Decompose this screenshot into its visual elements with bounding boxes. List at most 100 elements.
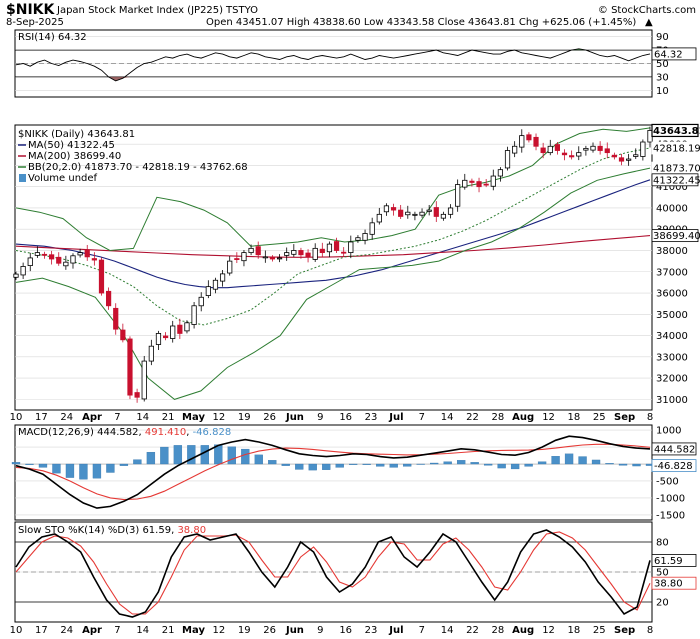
macd-histogram-bar	[106, 463, 115, 473]
x-axis-label: 10	[10, 625, 23, 636]
candle-body	[640, 141, 646, 157]
macd-histogram-bar	[308, 463, 317, 471]
ma50-legend: MA(50) 41322.45	[28, 140, 115, 151]
stochastic-latest-box	[651, 576, 697, 590]
macd-histogram-bar	[524, 463, 533, 467]
macd-signal-line	[15, 443, 651, 501]
macd-line	[15, 435, 651, 509]
x-axis-label: 17	[35, 412, 48, 423]
candle-body	[255, 246, 261, 256]
ticker-symbol: $NIKK	[6, 2, 56, 18]
candle-body	[483, 183, 489, 186]
x-axis-label: 9	[317, 625, 323, 636]
candle-body	[597, 145, 603, 151]
candle-body	[390, 207, 397, 211]
x-axis-label: Jul	[388, 412, 403, 423]
macd-latest-box	[651, 459, 697, 473]
candle-body	[405, 211, 411, 216]
candle-body	[91, 258, 97, 261]
candle-body	[611, 154, 617, 158]
candle-body	[312, 247, 318, 260]
x-axis-label: 19	[238, 625, 251, 636]
candle-body	[27, 257, 33, 266]
macd-histogram-bar	[430, 462, 439, 465]
macd-latest-label: 444.582	[654, 444, 695, 455]
macd-histogram-bar	[322, 463, 331, 470]
candle-body	[383, 205, 390, 213]
price-panel: 31000 32000 33000 34000 35000 36000 37000 38000…	[13, 123, 700, 411]
macd-histogram-bar	[133, 459, 142, 465]
x-axis-label: Aug	[512, 625, 534, 636]
macd-legend-histogram: -46.828	[193, 427, 232, 438]
candle-body	[219, 273, 226, 282]
macd-legend: MACD(12,26,9) 444.582, 491.410, -46.828	[18, 427, 231, 438]
macd-tick-label: -500	[656, 476, 679, 487]
candle-body	[512, 145, 518, 154]
price-tick-label: 34000	[656, 331, 688, 342]
candle-body	[490, 175, 496, 187]
price-tick-label: 40000	[656, 203, 688, 214]
candle-body	[70, 255, 76, 264]
macd-histogram-bar	[470, 462, 479, 465]
candle-body	[561, 152, 568, 156]
price-tick-label: 31000	[656, 395, 688, 406]
macd-histogram-bar	[632, 463, 641, 467]
candle-body	[476, 181, 482, 188]
macd-histogram-bar	[483, 463, 493, 466]
price-latest-box	[651, 123, 699, 138]
rsi-tick-label: 90	[656, 32, 669, 43]
x-axis-label: 24	[60, 412, 73, 423]
x-axis-label: 7	[419, 625, 425, 636]
candle-body	[376, 213, 382, 223]
macd-histogram-bar	[362, 463, 371, 465]
price-latest-label: 41322.45	[653, 175, 700, 186]
price-tick-label: 33000	[656, 352, 688, 363]
quote-line: Open 43451.07 High 43838.60 Low 43343.58…	[206, 17, 636, 28]
candle-body	[362, 233, 368, 241]
price-tick-label: 36000	[656, 289, 688, 300]
x-axis-label: 28	[491, 625, 504, 636]
macd-histogram-bar	[227, 446, 236, 465]
x-axis-label: 8	[647, 412, 653, 423]
candle-body	[533, 136, 539, 147]
sto-legend-k: 61.59	[142, 525, 171, 536]
macd-histogram-bar	[510, 463, 520, 470]
x-axis-label: 7	[419, 412, 425, 423]
exchange-name: TSTYO	[225, 5, 258, 16]
macd-histogram-bar	[443, 461, 452, 465]
macd-histogram-bar	[416, 463, 425, 465]
price-tick-label: 41000	[656, 182, 688, 193]
x-axis-label: 18	[568, 625, 581, 636]
stochastic-d-line	[15, 531, 651, 615]
candle-body	[141, 360, 147, 400]
chart-date: 8-Sep-2025	[6, 17, 64, 28]
macd-histogram-bar	[456, 460, 466, 465]
x-axis-label: 17	[35, 625, 48, 636]
x-axis-label: 24	[60, 625, 73, 636]
price-frame	[14, 124, 653, 411]
x-axis-label: 12	[542, 412, 555, 423]
stochastic-k-line	[15, 529, 651, 618]
candle-body	[369, 222, 375, 235]
x-axis-label: 22	[466, 625, 479, 636]
macd-histogram-bar	[173, 445, 183, 465]
candle-body	[191, 305, 197, 325]
x-axis-label: 28	[491, 412, 504, 423]
price-latest-label: 41873.70	[653, 164, 700, 175]
macd-histogram-bar	[92, 463, 102, 479]
x-axis-label: Jul	[388, 625, 403, 636]
macd-histogram-bar	[241, 448, 250, 465]
candle-body	[412, 213, 418, 216]
x-axis-label: 25	[593, 625, 606, 636]
chart-header: $NIKK Japan Stock Market Index (JP225) T…	[6, 2, 696, 28]
macd-histogram-bar	[79, 463, 88, 480]
stochastic-legend: Slow STO %K(14) %D(3) 61.59, 38.80	[18, 525, 206, 536]
x-axis-label: 12	[213, 412, 226, 423]
macd-histogram-bar	[281, 463, 290, 466]
macd-histogram-bar	[349, 463, 358, 465]
macd-histogram-bar	[591, 459, 601, 465]
candle-body	[618, 157, 625, 162]
macd-histogram-bar	[200, 445, 210, 465]
candle-body	[262, 256, 268, 259]
macd-tick-label: -1000	[656, 493, 685, 504]
